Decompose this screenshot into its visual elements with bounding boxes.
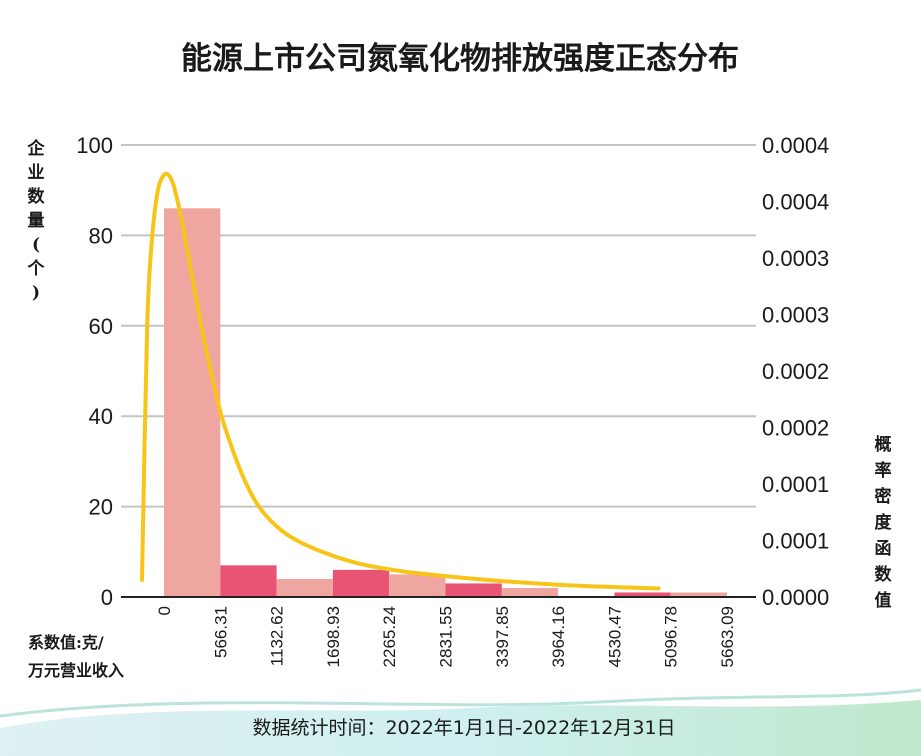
- x-tick-label: 5663.09: [718, 606, 737, 667]
- left-tick-label: 80: [89, 223, 113, 248]
- x-unit-label-line2: 万元营业收入: [27, 661, 124, 680]
- histogram-bars: [164, 208, 727, 597]
- left-tick-label: 0: [101, 585, 113, 610]
- right-tick-label: 0.0001: [762, 472, 829, 497]
- x-unit-label-line1: 系数值:克/: [28, 633, 104, 652]
- x-tick-label: 3397.85: [493, 606, 512, 667]
- right-tick-label: 0.0002: [762, 416, 829, 441]
- x-tick-label: 3964.16: [549, 606, 568, 667]
- footer-wave: [0, 700, 921, 756]
- density-curve: [140, 171, 661, 591]
- histogram-bar: [670, 592, 727, 597]
- footer-wave-line: [0, 688, 921, 718]
- left-tick-label: 60: [89, 314, 113, 339]
- grid-lines: [121, 144, 756, 508]
- x-tick-label: 2265.24: [380, 606, 399, 667]
- left-tick-label: 100: [76, 133, 113, 158]
- left-axis-ticks: 0 20 40 60 80 100: [76, 133, 113, 610]
- right-tick-label: 0.0004: [762, 133, 829, 158]
- x-tick-label: 5096.78: [662, 606, 681, 667]
- left-tick-label: 40: [89, 404, 113, 429]
- histogram-bar: [501, 587, 559, 597]
- right-axis-ticks: 0.0000 0.0001 0.0001 0.0002 0.0002 0.0003 0.00…: [762, 133, 829, 610]
- right-tick-label: 0.0003: [762, 303, 829, 328]
- right-axis-label: 概率密度函数值: [875, 434, 893, 611]
- x-tick-label: 1698.93: [324, 606, 343, 667]
- chart-title: 能源上市公司氮氧化物排放强度正态分布: [181, 41, 739, 77]
- x-tick-label: 2831.55: [437, 606, 456, 667]
- right-tick-label: 0.0001: [762, 529, 829, 554]
- svg-text:企业数量(个): 企业数量(个): [27, 138, 46, 303]
- histogram-bar: [614, 592, 671, 597]
- histogram-bar: [389, 574, 446, 597]
- left-axis-label: 企业数量(个): [27, 138, 46, 303]
- x-tick-label: 1132.62: [268, 606, 287, 666]
- date-range-footer: 数据统计时间：2022年1月1日-2022年12月31日: [252, 717, 675, 739]
- svg-text:概率密度函数值: 概率密度函数值: [875, 434, 893, 611]
- x-axis-ticks: 0 566.31 1132.62 1698.93 2265.24 2831.55 3397.…: [155, 606, 737, 667]
- right-tick-label: 0.0003: [762, 246, 829, 271]
- histogram-bar: [445, 583, 502, 597]
- x-tick-label: 566.31: [211, 606, 230, 658]
- right-tick-label: 0.0002: [762, 359, 829, 384]
- histogram-bar: [332, 569, 390, 597]
- density-curve-layer: [140, 171, 661, 591]
- right-tick-label: 0.0004: [762, 190, 829, 215]
- left-tick-label: 20: [89, 495, 113, 520]
- histogram-bar: [220, 565, 277, 597]
- histogram-bar: [276, 578, 333, 597]
- right-tick-label: 0.0000: [762, 585, 829, 610]
- x-tick-label: 0: [155, 606, 174, 615]
- x-tick-label: 4530.47: [605, 606, 624, 667]
